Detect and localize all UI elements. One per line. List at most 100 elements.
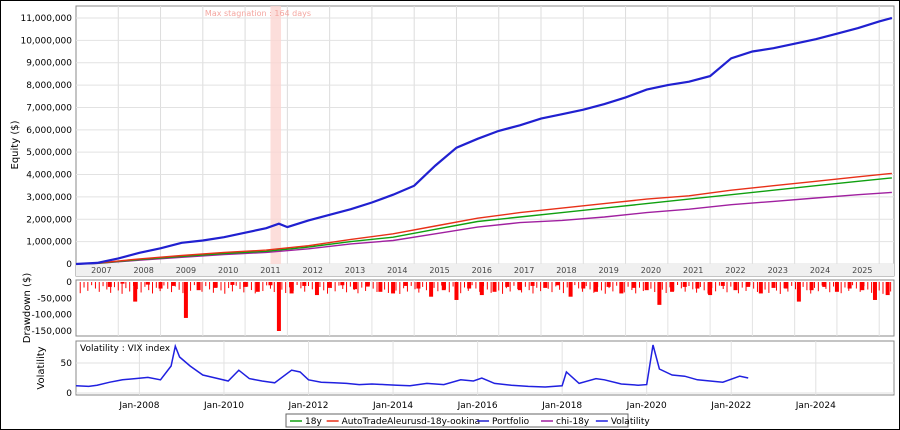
legend-label-18y: 18y [305,417,322,427]
stagnation-band [270,6,282,264]
equity-year-label: 2014 [387,266,407,275]
drawdown-ytick-label: 0 [66,278,72,288]
drawdown-bar [822,282,827,287]
equity-year-label: 2015 [429,266,449,275]
equity-year-label: 2024 [810,266,830,275]
drawdown-ytick-label: -50,000 [37,294,72,304]
drawdown-bar [809,282,814,291]
equity-line-autotradealeurusd-18y-ookina [75,172,892,265]
volatility-xtick-label: Jan-2020 [626,401,667,411]
equity-year-label: 2020 [641,266,661,275]
equity-ytick-label: 11,000,000 [20,14,72,24]
equity-ytick-label: 3,000,000 [26,193,72,203]
drawdown-bar [171,282,176,286]
volatility-xtick-label: Jan-2010 [203,401,244,411]
drawdown-bar [314,282,319,296]
drawdown-bar [289,282,294,294]
drawdown-bar [183,282,188,318]
equity-ytick-label: 0 [66,260,72,270]
drawdown-bar [441,282,446,291]
drawdown-bar [479,282,484,296]
drawdown-bar [327,282,332,288]
volatility-xtick-label: Jan-2022 [710,401,751,411]
drawdown-bar [632,282,637,288]
drawdown-ytick-label: -150,000 [32,327,73,337]
drawdown-bar [708,282,713,296]
equity-year-label: 2013 [345,266,365,275]
legend: 18y AutoTradeAleurusd-18y-ookina Portfolio… [285,413,651,428]
volatility-xtick-label: Jan-2008 [118,401,159,411]
drawdown-bar [784,282,789,289]
drawdown-bar [107,282,112,287]
legend-box [285,413,629,428]
drawdown-bar [619,282,624,294]
drawdown-bar [353,282,358,290]
equity-year-label: 2012 [303,266,323,275]
equity-line-chi-18y [75,191,892,265]
volatility-xtick-label: Jan-2024 [795,401,836,411]
volatility-ytick-label: 50 [61,359,73,369]
equity-year-label: 2010 [218,266,238,275]
volatility-xtick-label: Jan-2014 [372,401,413,411]
drawdown-bar [771,282,776,288]
drawdown-bar [543,282,548,288]
equity-line-portfolio [75,16,893,266]
equity-ytick-label: 5,000,000 [26,148,72,158]
drawdown-bar [758,282,763,294]
equity-ytick-label: 10,000,000 [20,36,72,46]
drawdown-bar [872,282,877,300]
equity-ytick-label: 4,000,000 [26,171,72,181]
drawdown-bar [733,282,738,291]
drawdown-bar [746,282,751,287]
equity-year-label: 2023 [768,266,788,275]
equity-axis-label: Equity ($) [10,120,21,169]
drawdown-bar [847,282,852,289]
drawdown-bar [378,282,383,292]
volatility-xtick-label: Jan-2016 [457,401,498,411]
volatility-xtick-label: Jan-2012 [287,401,328,411]
drawdown-bar [213,282,218,288]
stagnation-annotation: Max stagnation : 164 days [205,9,311,18]
drawdown-axis-label: Drawdown ($) [22,273,33,344]
volatility-title: Volatility : VIX index [80,344,171,354]
volatility-ytick-label: 0 [66,389,72,399]
equity-ytick-label: 2,000,000 [26,215,72,225]
drawdown-bar [505,282,510,287]
drawdown-bar [255,282,260,292]
drawdown-bar [581,282,586,289]
drawdown-bar [429,282,434,297]
drawdown-bar [555,282,560,286]
equity-line-18y [75,177,892,265]
volatility-panel [75,340,895,396]
volatility-axis-label: Volatility [36,346,47,389]
equity-ytick-label: 9,000,000 [26,59,72,69]
drawdown-bar [145,282,150,285]
drawdown-bar [403,282,408,286]
equity-ytick-label: 1,000,000 [26,238,72,248]
drawdown-bar [695,282,700,289]
drawdown-bar [276,282,281,331]
drawdown-bar [517,282,522,291]
volatility-line [75,343,749,388]
drawdown-bar [365,282,370,287]
legend-label-chi-18y: chi-18y [556,417,590,427]
equity-ytick-label: 6,000,000 [26,126,72,136]
equity-year-label: 2007 [91,266,111,275]
equity-year-label: 2022 [725,266,745,275]
drawdown-bar [657,282,662,305]
equity-year-label: 2009 [176,266,196,275]
equity-year-label: 2011 [260,266,280,275]
drawdown-bar [670,282,675,292]
equity-year-label: 2008 [133,266,153,275]
equity-panel [75,5,895,277]
drawdown-ytick-label: -100,000 [32,311,73,321]
drawdown-bar [885,282,890,296]
drawdown-bar [644,282,649,291]
legend-label-portfolio: Portfolio [492,417,530,427]
drawdown-bar [454,282,459,300]
equity-year-label: 2019 [598,266,618,275]
equity-ytick-label: 7,000,000 [26,103,72,113]
legend-label-volatility: Volatility [611,417,651,427]
drawdown-bar [391,282,396,294]
